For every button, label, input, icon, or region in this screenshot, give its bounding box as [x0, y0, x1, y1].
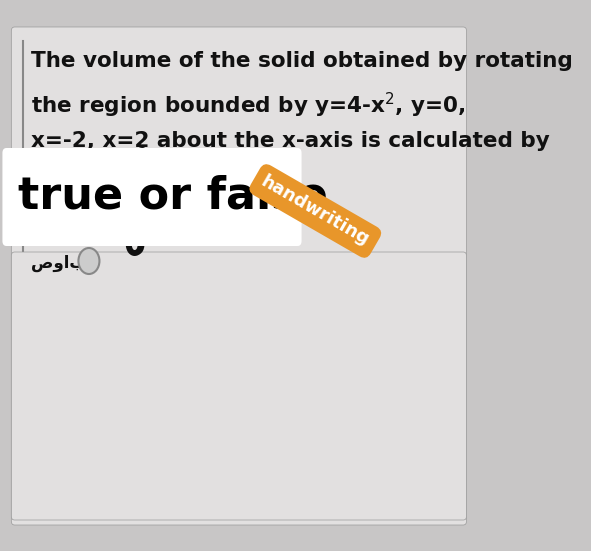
Text: formula $\pi$: formula $\pi$ — [31, 171, 148, 191]
Text: true or false: true or false — [18, 175, 327, 218]
Text: $(4 - x^2)$dy: $(4 - x^2)$dy — [158, 171, 277, 201]
FancyBboxPatch shape — [11, 252, 466, 520]
FancyBboxPatch shape — [2, 148, 301, 246]
Text: $\int$: $\int$ — [119, 176, 160, 258]
Text: $-2$: $-2$ — [125, 146, 148, 162]
Text: The volume of the solid obtained by rotating: The volume of the solid obtained by rota… — [31, 51, 573, 71]
FancyBboxPatch shape — [11, 27, 466, 525]
Text: x=-2, x=2 about the x-axis is calculated by: x=-2, x=2 about the x-axis is calculated… — [31, 131, 550, 151]
Text: handwriting: handwriting — [258, 172, 373, 249]
Text: the region bounded by y=4-x$^2$, y=0,: the region bounded by y=4-x$^2$, y=0, — [31, 91, 465, 120]
Text: صواب: صواب — [31, 254, 86, 272]
Circle shape — [79, 248, 99, 274]
Text: $2$: $2$ — [140, 179, 150, 195]
